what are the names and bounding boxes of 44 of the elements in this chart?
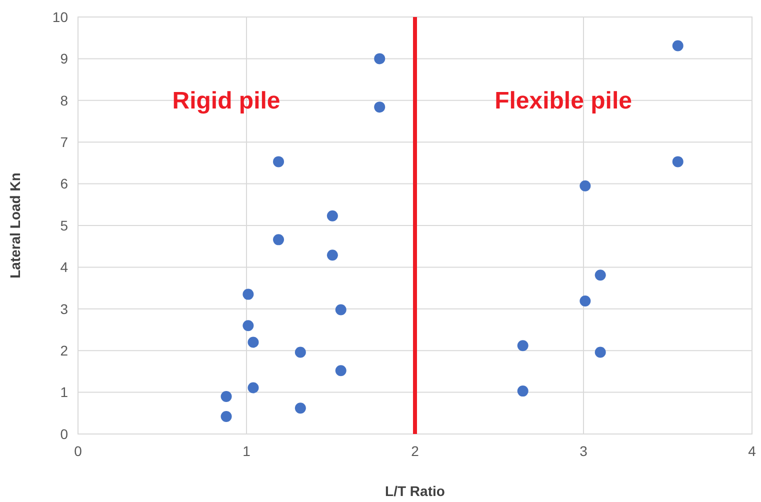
y-tick-label: 4 [60, 259, 68, 276]
point [517, 340, 528, 352]
annotation: Flexible pile [494, 88, 632, 115]
point [294, 402, 306, 414]
point [374, 102, 386, 113]
annotation: Rigid pile [172, 88, 280, 115]
y-tick-label: 1 [60, 384, 68, 400]
point [294, 346, 306, 358]
point [273, 234, 284, 246]
y-tick-label: 10 [52, 8, 68, 25]
y-tick-label: 5 [60, 217, 68, 234]
x-tick-label: 4 [748, 443, 756, 459]
point [220, 390, 232, 402]
y-axis-title: Lateral Load Kn [7, 172, 23, 278]
x-tick-label: 1 [242, 443, 251, 459]
x-tick-label: 2 [411, 443, 420, 459]
point [594, 346, 606, 358]
point [517, 386, 528, 397]
point [326, 210, 338, 222]
point [326, 250, 338, 261]
point [242, 288, 254, 300]
point [220, 410, 232, 422]
point [580, 180, 591, 192]
point [374, 53, 386, 64]
point [242, 320, 254, 332]
point [594, 270, 606, 281]
y-tick-label: 9 [60, 50, 68, 67]
point [672, 156, 684, 168]
point [335, 365, 346, 376]
y-tick-label: 2 [60, 342, 68, 358]
point [248, 336, 259, 348]
point [248, 382, 259, 394]
y-tick-label: 8 [60, 92, 68, 108]
y-tick-label: 0 [60, 426, 68, 442]
point [273, 156, 284, 168]
y-tick-label: 7 [60, 134, 68, 150]
point [672, 40, 684, 52]
x-tick-label: 0 [74, 443, 82, 459]
x-axis-title: L/T Ratio [385, 483, 445, 499]
point [580, 295, 591, 306]
y-tick-label: 6 [60, 176, 68, 192]
y-tick-label: 3 [60, 300, 68, 317]
point [335, 304, 346, 316]
x-tick-label: 3 [580, 443, 588, 459]
